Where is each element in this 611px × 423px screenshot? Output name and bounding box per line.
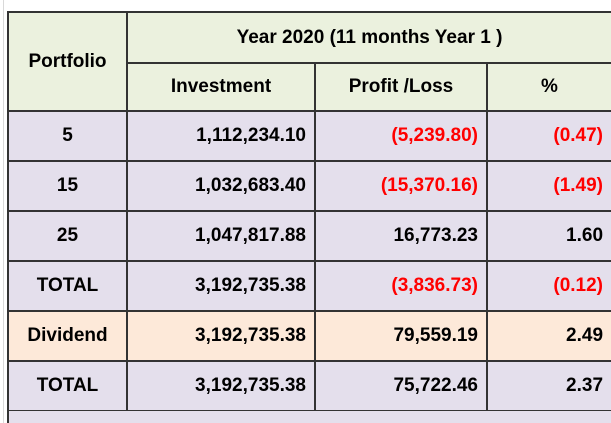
table-row: 5 1,112,234.10 (5,239.80) (0.47) — [7, 110, 611, 162]
percent-cell[interactable]: 2.37 — [485, 360, 611, 412]
table-row-grand-total: TOTAL 3,192,735.38 75,722.46 2.37 — [7, 360, 611, 412]
investment-cell[interactable]: 3,192,735.38 — [126, 360, 316, 412]
investment-cell[interactable]: 3,192,735.38 — [126, 310, 316, 362]
portfolio-cell[interactable]: Dividend — [7, 310, 128, 362]
investment-header[interactable]: Investment — [126, 62, 316, 112]
header-row-columns: Investment Profit /Loss % — [8, 62, 611, 112]
portfolio-cell[interactable]: TOTAL — [7, 360, 128, 412]
portfolio-cell[interactable]: 15 — [7, 160, 128, 212]
portfolio-cell[interactable]: 5 — [7, 110, 128, 162]
portfolio-cell[interactable]: TOTAL — [7, 260, 128, 312]
table-row-dividend: Dividend 3,192,735.38 79,559.19 2.49 — [7, 310, 611, 362]
profit-loss-cell[interactable]: (15,370.16) — [314, 160, 488, 212]
next-row-partial — [7, 411, 611, 423]
table-row: 25 1,047,817.88 16,773.23 1.60 — [7, 210, 611, 262]
profit-loss-header[interactable]: Profit /Loss — [314, 62, 488, 112]
gridline — [3, 0, 4, 423]
table-row-total: TOTAL 3,192,735.38 (3,836.73) (0.12) — [7, 260, 611, 312]
profit-loss-cell[interactable]: 16,773.23 — [314, 210, 488, 262]
portfolio-header[interactable]: Portfolio — [7, 11, 128, 112]
percent-cell[interactable]: (1.49) — [485, 160, 611, 212]
profit-loss-cell[interactable]: 79,559.19 — [314, 310, 488, 362]
header-row-top: Portfolio Year 2020 (11 months Year 1 ) — [7, 11, 611, 112]
investment-cell[interactable]: 1,112,234.10 — [126, 110, 316, 162]
percent-header[interactable]: % — [485, 62, 611, 112]
portfolio-cell[interactable]: 25 — [7, 210, 128, 262]
table-row: 15 1,032,683.40 (15,370.16) (1.49) — [7, 160, 611, 212]
profit-loss-cell[interactable]: 75,722.46 — [314, 360, 488, 412]
investment-cell[interactable]: 1,032,683.40 — [126, 160, 316, 212]
investment-cell[interactable]: 1,047,817.88 — [126, 210, 316, 262]
profit-loss-cell[interactable]: (3,836.73) — [314, 260, 488, 312]
percent-cell[interactable]: 2.49 — [485, 310, 611, 362]
portfolio-report-table: Portfolio Year 2020 (11 months Year 1 ) … — [7, 11, 611, 412]
investment-cell[interactable]: 3,192,735.38 — [126, 260, 316, 312]
percent-cell[interactable]: (0.12) — [485, 260, 611, 312]
percent-cell[interactable]: (0.47) — [485, 110, 611, 162]
percent-cell[interactable]: 1.60 — [485, 210, 611, 262]
year-title[interactable]: Year 2020 (11 months Year 1 ) — [125, 11, 611, 64]
profit-loss-cell[interactable]: (5,239.80) — [314, 110, 488, 162]
